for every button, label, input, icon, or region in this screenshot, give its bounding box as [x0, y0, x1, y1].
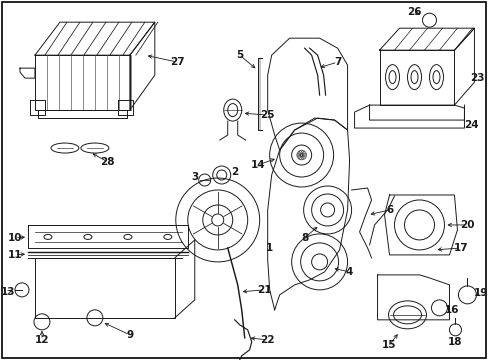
- Text: 2: 2: [231, 167, 238, 177]
- Text: 11: 11: [8, 250, 22, 260]
- Text: 20: 20: [459, 220, 474, 230]
- Text: 12: 12: [35, 335, 49, 345]
- Text: 4: 4: [345, 267, 352, 277]
- Text: 6: 6: [385, 205, 392, 215]
- Text: 3: 3: [191, 172, 198, 182]
- Text: 14: 14: [250, 160, 264, 170]
- Text: 16: 16: [444, 305, 459, 315]
- Text: 1: 1: [265, 243, 273, 253]
- Text: 9: 9: [126, 330, 133, 340]
- Text: 23: 23: [469, 73, 484, 83]
- Text: 8: 8: [301, 233, 307, 243]
- Text: 7: 7: [333, 57, 341, 67]
- Text: 15: 15: [382, 340, 396, 350]
- Text: 24: 24: [463, 120, 478, 130]
- Text: 25: 25: [260, 110, 274, 120]
- Text: 10: 10: [8, 233, 22, 243]
- Text: 26: 26: [407, 7, 421, 17]
- Text: 27: 27: [170, 57, 185, 67]
- Text: 21: 21: [257, 285, 271, 295]
- Text: 28: 28: [101, 157, 115, 167]
- Text: 18: 18: [447, 337, 462, 347]
- Text: 17: 17: [453, 243, 468, 253]
- Text: 13: 13: [1, 287, 15, 297]
- Text: 19: 19: [473, 288, 488, 298]
- Text: 5: 5: [236, 50, 243, 60]
- Text: 22: 22: [260, 335, 274, 345]
